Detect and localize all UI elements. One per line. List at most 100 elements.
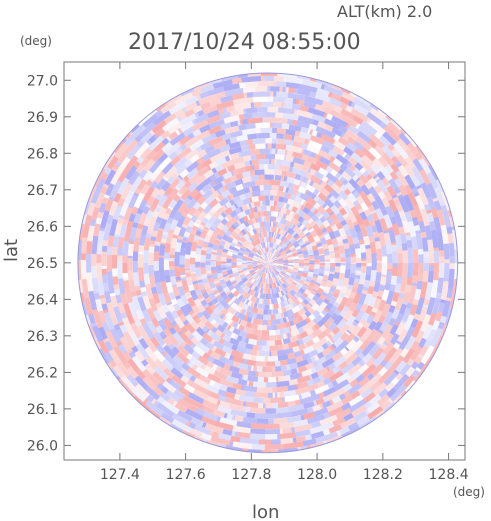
radar-cell xyxy=(241,245,247,250)
radar-cell xyxy=(152,113,167,126)
radar-cell xyxy=(277,259,284,262)
radar-cell xyxy=(285,214,291,221)
radar-cell xyxy=(260,335,270,341)
radar-cell xyxy=(310,174,322,185)
radar-cell xyxy=(244,401,259,409)
radar-cell xyxy=(225,290,232,296)
radar-cell xyxy=(275,251,279,256)
radar-cell xyxy=(293,219,300,226)
radar-cell xyxy=(236,453,254,460)
radar-cell xyxy=(161,141,174,153)
radar-cell xyxy=(214,282,221,288)
radar-cell xyxy=(206,164,212,171)
radar-cell xyxy=(151,148,166,163)
radar-cell xyxy=(122,330,136,349)
radar-cell xyxy=(254,274,258,279)
radar-cell xyxy=(354,243,361,250)
radar-cell xyxy=(153,270,161,283)
radar-cell xyxy=(186,403,198,413)
radar-cell xyxy=(215,294,221,299)
radar-cell xyxy=(267,260,273,263)
radar-cell xyxy=(275,380,290,388)
radar-cell xyxy=(283,225,288,231)
radar-cell xyxy=(236,318,241,324)
radar-cell xyxy=(275,252,280,257)
radar-cell xyxy=(364,208,372,217)
radar-cell xyxy=(271,255,276,260)
radar-cell xyxy=(260,255,265,260)
radar-cell xyxy=(277,344,284,351)
radar-cell xyxy=(423,256,429,264)
radar-cell xyxy=(253,273,258,279)
radar-cell xyxy=(296,272,303,278)
radar-cell xyxy=(345,123,352,130)
radar-cell xyxy=(166,216,174,225)
radar-cell xyxy=(261,267,266,272)
radar-cell xyxy=(350,390,361,400)
radar-cell xyxy=(318,337,328,346)
radar-cell xyxy=(277,211,280,218)
radar-cell xyxy=(362,218,371,228)
radar-cell xyxy=(297,327,305,335)
radar-cell xyxy=(237,166,247,174)
radar-cell xyxy=(208,160,219,170)
radar-cell xyxy=(268,278,270,284)
radar-cell xyxy=(227,273,234,276)
radar-cell xyxy=(352,282,360,289)
radar-cell xyxy=(267,261,273,263)
radar-cell xyxy=(197,342,210,354)
radar-cell xyxy=(278,206,282,213)
radar-cell xyxy=(161,399,180,415)
radar-cell xyxy=(174,265,180,270)
radar-cell xyxy=(205,384,220,394)
radar-cell xyxy=(268,252,269,258)
radar-cell xyxy=(427,312,437,327)
radar-cell xyxy=(247,260,253,263)
radar-cell xyxy=(109,327,122,344)
radar-cell xyxy=(304,95,324,106)
radar-cell xyxy=(284,97,295,104)
radar-cell xyxy=(280,284,285,291)
radar-cell xyxy=(169,265,175,270)
radar-cell xyxy=(173,363,183,373)
radar-cell xyxy=(339,417,357,430)
radar-cell xyxy=(404,148,418,162)
radar-cell xyxy=(255,252,260,257)
radar-cell xyxy=(357,352,366,361)
radar-cell xyxy=(283,264,289,266)
radar-cell xyxy=(273,80,278,87)
radar-cell xyxy=(329,195,338,204)
radar-cell xyxy=(327,363,336,372)
radar-cell xyxy=(342,437,352,445)
radar-cell xyxy=(272,324,278,331)
radar-cell xyxy=(389,284,396,293)
radar-cell xyxy=(260,205,267,212)
radar-cell xyxy=(324,118,342,130)
radar-cell xyxy=(268,335,278,341)
radar-cell xyxy=(279,428,284,435)
radar-cell xyxy=(219,384,228,392)
radar-cell xyxy=(269,351,272,357)
radar-cell xyxy=(360,202,369,212)
radar-cell xyxy=(176,115,183,122)
radar-cell xyxy=(115,328,125,339)
radar-cell xyxy=(279,164,291,172)
radar-cell xyxy=(446,226,453,235)
radar-cell xyxy=(201,405,215,415)
radar-cell xyxy=(292,212,297,218)
radar-cell xyxy=(234,234,242,241)
y-unit-label: (deg) xyxy=(20,34,52,48)
radar-cell xyxy=(118,320,125,327)
radar-cell xyxy=(223,316,233,325)
radar-cell xyxy=(248,283,253,288)
radar-cell xyxy=(344,229,352,238)
radar-cell xyxy=(297,115,315,125)
radar-cell xyxy=(218,278,226,285)
radar-cell xyxy=(229,216,238,225)
radar-cell xyxy=(267,262,269,269)
radar-cell xyxy=(292,279,299,285)
radar-cell xyxy=(318,223,324,229)
radar-cell xyxy=(312,376,321,385)
radar-cell xyxy=(321,357,335,369)
radar-cell xyxy=(271,143,277,149)
